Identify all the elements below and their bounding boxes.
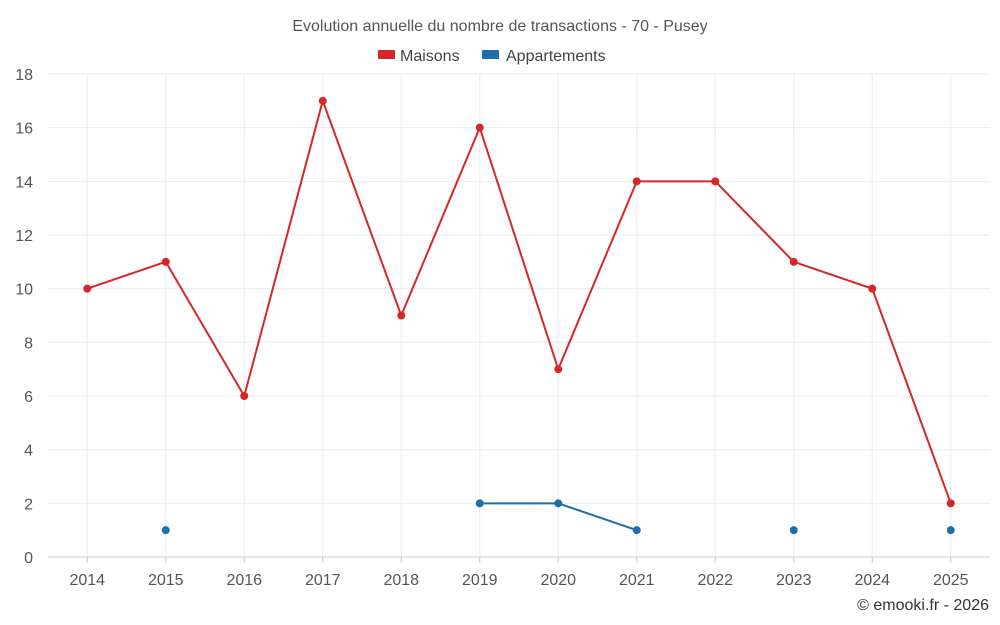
data-point-maisons[interactable]: [554, 365, 563, 374]
y-tick-label: 2: [24, 496, 33, 513]
data-point-maisons[interactable]: [711, 177, 720, 186]
legend-swatch-appartements: [482, 50, 499, 59]
credit-text: © emooki.fr - 2026: [857, 597, 989, 614]
y-tick-label: 18: [15, 67, 33, 84]
y-tick-label: 0: [24, 550, 33, 567]
y-tick-label: 16: [15, 121, 33, 138]
x-tick-label: 2017: [305, 572, 341, 589]
y-tick-label: 10: [15, 282, 33, 299]
series: [83, 96, 955, 535]
legend-swatch-maisons: [378, 50, 395, 59]
series-maisons: [83, 96, 955, 508]
data-point-appartements[interactable]: [946, 526, 955, 535]
y-tick-label: 8: [24, 335, 33, 352]
y-tick-label: 12: [15, 228, 33, 245]
x-tick-label: 2022: [697, 572, 733, 589]
data-point-maisons[interactable]: [789, 257, 798, 266]
data-point-maisons[interactable]: [475, 123, 484, 132]
y-tick-label: 4: [24, 443, 33, 460]
legend-item-maisons[interactable]: Maisons: [378, 48, 460, 65]
data-point-appartements[interactable]: [161, 526, 170, 535]
data-point-maisons[interactable]: [318, 96, 327, 105]
data-point-maisons[interactable]: [240, 392, 249, 400]
legend[interactable]: Maisons Appartements: [378, 48, 606, 65]
legend-label-maisons: Maisons: [400, 48, 460, 65]
x-tick-label: 2021: [619, 572, 655, 589]
data-point-maisons[interactable]: [161, 257, 170, 266]
x-tick-label: 2015: [148, 572, 184, 589]
x-tick-label: 2023: [776, 572, 812, 589]
legend-label-appartements: Appartements: [506, 48, 606, 65]
x-tick-label: 2024: [854, 572, 890, 589]
x-tick-label: 2018: [383, 572, 419, 589]
series-appartements: [161, 499, 955, 535]
x-tick-label: 2014: [69, 572, 105, 589]
chart-title: Evolution annuelle du nombre de transact…: [292, 18, 707, 35]
x-tick-label: 2020: [540, 572, 576, 589]
axes: 0 2 4 6 8 10 12 14 16 18 2014 2015 2016 2017 2018 2019 2…: [15, 67, 990, 589]
data-point-appartements[interactable]: [475, 499, 484, 508]
grid: [48, 73, 990, 557]
data-point-maisons[interactable]: [632, 177, 641, 186]
y-tick-label: 6: [24, 389, 33, 406]
x-tick-label: 2019: [462, 572, 498, 589]
y-tick-label: 14: [15, 174, 33, 191]
data-point-appartements[interactable]: [632, 526, 641, 535]
data-point-appartements[interactable]: [789, 526, 798, 535]
data-point-appartements[interactable]: [554, 499, 563, 508]
legend-item-appartements[interactable]: Appartements: [482, 48, 606, 65]
series-line-maisons: [86, 99, 952, 504]
x-tick-label: 2025: [933, 572, 969, 589]
data-point-maisons[interactable]: [83, 284, 92, 293]
data-point-maisons[interactable]: [868, 284, 877, 293]
data-point-maisons[interactable]: [397, 311, 406, 320]
data-point-maisons[interactable]: [946, 499, 955, 508]
x-tick-label: 2016: [226, 572, 262, 589]
